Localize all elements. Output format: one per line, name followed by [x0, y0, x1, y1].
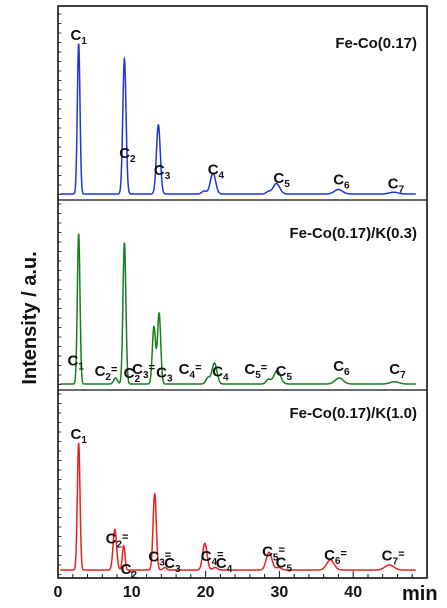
peak-label-3-10: C6= — [324, 547, 347, 567]
x-tick-label-5: 40 — [344, 584, 362, 601]
peak-apex-1-6 — [275, 182, 278, 185]
peak-label-1-5: C5 — [273, 170, 290, 190]
peak-label-1-1: C1 — [70, 27, 87, 47]
peak-apex-3-4 — [154, 493, 156, 495]
peak-apex-1-9 — [393, 191, 395, 193]
peak-apex-2-11 — [393, 381, 396, 383]
series-line-1 — [60, 43, 416, 195]
peak-label-2-7: C4 — [212, 364, 229, 384]
peak-apex-3-8 — [268, 551, 270, 553]
x-tick-label-4: 30 — [271, 584, 289, 601]
x-axis-unit-label: min — [402, 583, 438, 603]
peak-apex-2-4 — [153, 325, 155, 328]
peak-label-3-11: C7= — [382, 547, 405, 567]
peak-label-2-9: C5 — [276, 363, 293, 383]
peak-label-3-6: C4= — [201, 548, 224, 568]
peak-apex-1-7 — [267, 190, 269, 192]
peak-apex-2-6 — [207, 376, 209, 378]
peak-apex-3-3 — [123, 545, 125, 547]
peak-apex-3-10 — [329, 559, 331, 561]
peak-label-2-3: C2= — [95, 363, 118, 383]
peak-label-2-5: C3 — [156, 365, 173, 385]
peak-label-1-3: C3 — [154, 162, 171, 182]
peak-apex-3-6 — [204, 542, 206, 544]
peak-apex-3-11 — [388, 564, 390, 566]
panel-title-2: Fe-Co(0.17)/K(0.3) — [289, 225, 417, 242]
series-line-2 — [60, 233, 416, 385]
peak-apex-2-9 — [276, 369, 278, 372]
peak-apex-3-7 — [214, 566, 216, 569]
peak-apex-1-5 — [203, 190, 205, 192]
peak-apex-1-8 — [337, 188, 340, 191]
panel-title-3: Fe-Co(0.17)/K(1.0) — [289, 405, 417, 422]
peak-apex-2-7 — [213, 362, 216, 364]
peak-apex-1-2 — [123, 58, 126, 60]
x-tick-label-2: 10 — [123, 584, 141, 601]
peak-label-2-4: C3= — [132, 361, 155, 381]
peak-apex-2-2 — [114, 377, 117, 379]
peak-apex-1-1 — [78, 43, 80, 45]
panel-title-1: Fe-Co(0.17) — [335, 35, 417, 52]
peak-label-1-2: C2 — [119, 145, 136, 165]
peak-apex-2-1 — [78, 233, 80, 235]
series-line-3 — [60, 442, 416, 571]
peak-label-2-1: C1 — [67, 352, 84, 372]
peak-label-3-7: C4 — [216, 555, 233, 575]
peak-label-3-8: C5= — [262, 544, 285, 564]
x-tick-label-1: 0 — [54, 584, 63, 601]
peak-label-3-5: C3 — [164, 555, 181, 575]
peak-label-2-8: C5= — [244, 361, 267, 381]
peak-label-3-2: C2= — [106, 530, 129, 550]
peak-apex-3-9 — [278, 566, 280, 569]
peak-apex-2-10 — [338, 377, 340, 379]
peak-label-3-3: C2 — [121, 561, 138, 581]
peak-label-3-9: C5 — [276, 555, 293, 575]
peak-label-1-4: C4 — [208, 162, 225, 182]
peak-label-1-7: C7 — [388, 175, 405, 195]
peak-label-2-6: C4= — [179, 361, 202, 381]
peak-label-2-10: C6 — [333, 358, 350, 378]
panel-3: Fe-Co(0.17)/K(1.0) C1 C2= C2 C3=C3 C4=C4 C5=C5… — [60, 405, 417, 581]
peak-apex-2-8 — [267, 378, 269, 380]
panel-2: Fe-Co(0.17)/K(0.3) C1 C2 C2= C3= C3 C4= C4 C5= C5… — [60, 225, 417, 385]
peak-apex-3-2 — [114, 528, 116, 530]
peak-apex-1-3 — [157, 124, 159, 126]
y-axis-label: Intensity / a.u. — [19, 251, 41, 384]
peak-apex-3-1 — [78, 442, 80, 444]
peak-apex-3-5 — [164, 566, 166, 569]
peak-label-2-2: C2 — [124, 365, 141, 385]
peak-apex-2-3 — [123, 242, 126, 244]
peak-label-2-11: C7 — [389, 361, 406, 381]
panel-1: Fe-Co(0.17) C1 C2 C3 C4 C5 C6 C7 — [60, 27, 417, 195]
x-tick-label-3: 20 — [197, 584, 215, 601]
plot-frame — [57, 5, 428, 579]
peak-label-1-6: C6 — [333, 172, 350, 192]
peak-apex-2-5 — [158, 312, 160, 314]
axes-layer: 0 10 20 30 40 — [54, 5, 428, 601]
peak-label-3-4: C3= — [148, 549, 171, 569]
peak-apex-1-4 — [212, 172, 214, 174]
peak-label-3-1: C1 — [70, 426, 87, 446]
